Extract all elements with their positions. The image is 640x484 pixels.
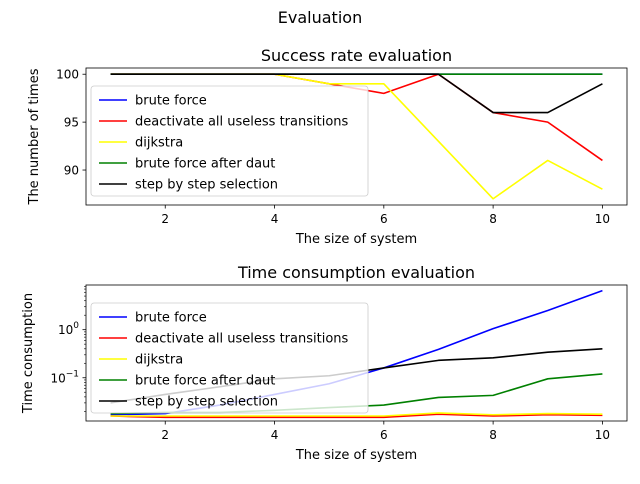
chart2-y-tick-label: 100 [58, 321, 79, 337]
figure-suptitle: Evaluation [278, 8, 362, 27]
chart1-x-tick-label: 4 [271, 212, 279, 226]
chart2-x-tick-label: 8 [489, 428, 497, 442]
chart2-legend-label-5: step by step selection [135, 395, 278, 410]
chart2-title: Time consumption evaluation [237, 263, 475, 282]
chart2-axes-frame [85, 284, 628, 422]
chart1-group: Success rate evaluation 2 4 6 8 10 90 95 100 The … [27, 46, 628, 247]
chart2-y-tick-label: 10−1 [50, 369, 79, 385]
chart2-x-tick-label: 6 [380, 428, 388, 442]
chart2-group: Time consumption evaluation 2 4 6 8 10 10−1 100… [21, 263, 628, 463]
chart2-legend: brute force deactivate all useless transi… [90, 302, 369, 414]
chart1-y-axis-label: The number of times [27, 68, 42, 205]
chart2-legend-label-2: deactivate all useless transitions [135, 332, 349, 347]
chart1-y-tick-label: 95 [64, 116, 79, 130]
chart2-x-tick-label: 2 [161, 428, 169, 442]
chart1-y-tick-label: 90 [64, 164, 79, 178]
chart2-y-axis-label: Time consumption [21, 293, 36, 414]
chart1-x-tick-label: 8 [489, 212, 497, 226]
chart2-legend-label-3: dijkstra [135, 353, 183, 368]
chart1-axes-frame [85, 67, 628, 206]
chart1-legend-frame [90, 85, 369, 197]
chart2-legend-label-4: brute force after daut [135, 374, 275, 389]
chart2-x-tick-label: 10 [595, 428, 610, 442]
chart1-y-tick-label: 100 [56, 68, 79, 82]
chart1-legend-label-2: deactivate all useless transitions [135, 115, 349, 130]
chart1-x-tick-label: 6 [380, 212, 388, 226]
chart1-title: Success rate evaluation [261, 46, 452, 65]
chart1-legend-label-1: brute force [135, 94, 207, 109]
chart1-legend-label-3: dijkstra [135, 136, 183, 151]
chart1-x-tick-label: 10 [595, 212, 610, 226]
chart1-legend-label-4: brute force after daut [135, 157, 275, 172]
chart2-legend-frame [90, 302, 369, 414]
chart1-legend-label-5: step by step selection [135, 178, 278, 193]
chart2-x-tick-label: 4 [271, 428, 279, 442]
chart1-series-5-line [110, 73, 603, 114]
chart2-series-2-line [110, 413, 603, 419]
chart1-x-tick-label: 2 [161, 212, 169, 226]
chart2-legend-label-1: brute force [135, 311, 207, 326]
chart1-legend: brute force deactivate all useless transi… [90, 85, 369, 197]
chart2-x-axis-label: The size of system [295, 448, 417, 463]
chart2-series-3-line [110, 412, 603, 417]
chart1-x-axis-label: The size of system [295, 232, 417, 247]
